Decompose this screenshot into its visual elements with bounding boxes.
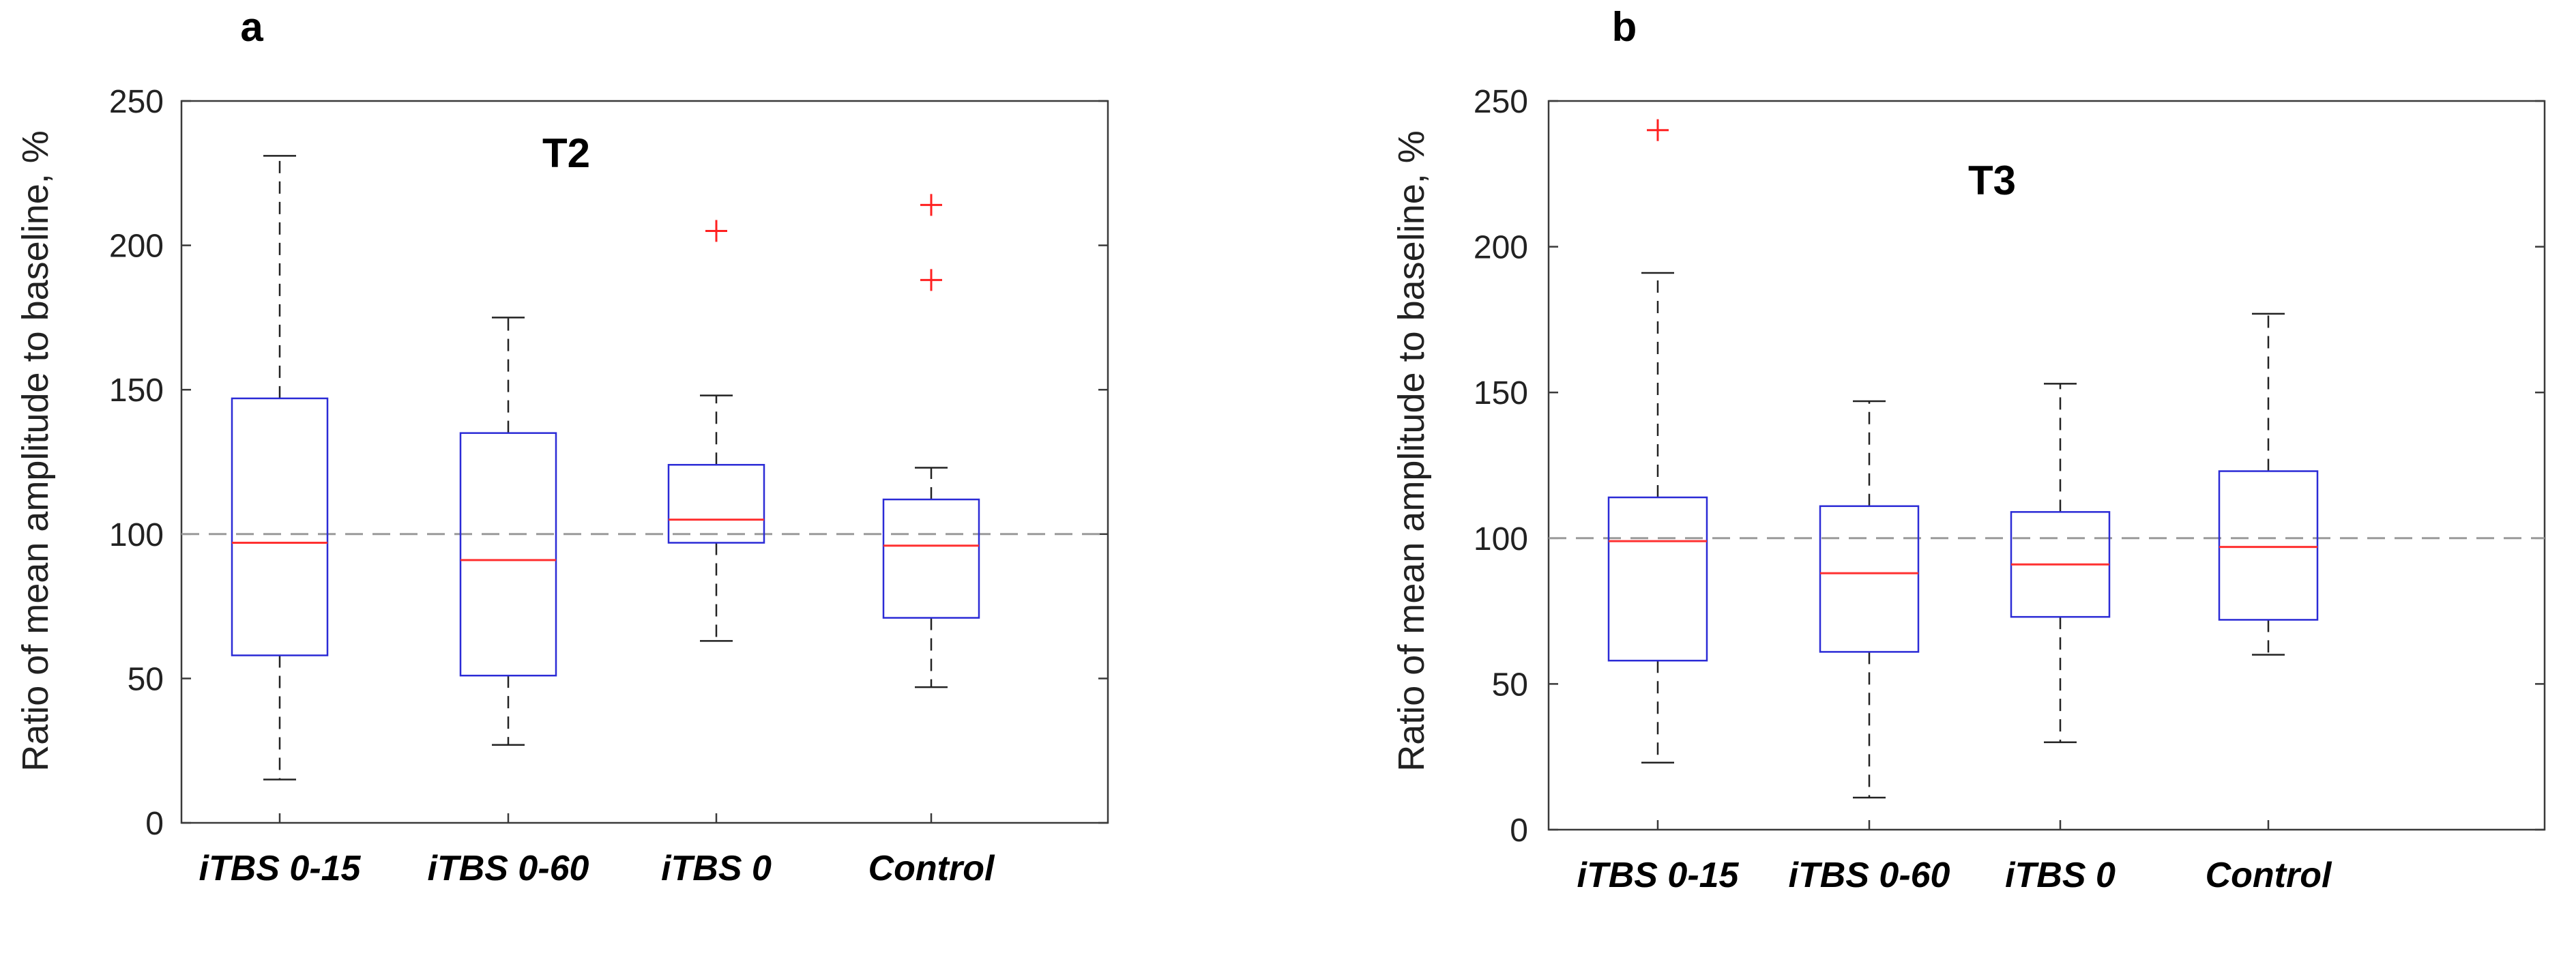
panel-b-x-axis: iTBS 0-15 iTBS 0-60 iTBS 0 Control: [1577, 820, 2332, 895]
panel-a-title: T2: [542, 130, 590, 176]
x-tick-label: Control: [868, 849, 995, 888]
interquartile-box: [231, 397, 329, 656]
y-tick-label: 200: [109, 229, 164, 265]
interquartile-box: [667, 463, 765, 544]
x-tick-label: iTBS 0-60: [1789, 856, 1950, 895]
y-tick-label: 250: [1474, 84, 1528, 120]
outlier-marker: [920, 194, 942, 216]
panel-a-y-axis: 0 50 100 150 200 250: [109, 84, 1108, 842]
boxplot-1: [459, 317, 557, 746]
boxplot-3: [2218, 312, 2319, 656]
y-tick-label: 100: [109, 517, 164, 553]
panel-b-plot-frame: [1547, 100, 2546, 831]
interquartile-box: [882, 498, 980, 619]
boxplot-0: [1607, 119, 1708, 763]
panel-a-plot-frame: [180, 100, 1109, 824]
y-tick-label: 250: [109, 84, 164, 120]
y-tick-label: 0: [145, 806, 164, 842]
interquartile-box: [1607, 496, 1708, 662]
interquartile-box: [1819, 505, 1920, 653]
panel-b-ylabel: Ratio of mean amplitude to baseline, %: [1391, 130, 1432, 772]
panel-b-letter: b: [1612, 4, 1637, 50]
boxplot-2: [2010, 383, 2111, 744]
panel-a-boxplots: [181, 155, 1108, 781]
boxplot-3: [882, 194, 980, 688]
y-tick-label: 100: [1474, 521, 1528, 557]
panel-b-title: T3: [1968, 158, 2016, 203]
y-tick-label: 50: [128, 661, 164, 697]
y-tick-label: 200: [1474, 230, 1528, 266]
panel-a-letter: a: [240, 4, 263, 50]
x-tick-label: iTBS 0-15: [199, 849, 362, 888]
y-tick-label: 150: [109, 373, 164, 409]
panel-a: a Ratio of mean amplitude to baseline, %…: [15, 4, 1109, 888]
panel-a-ylabel: Ratio of mean amplitude to baseline, %: [15, 130, 56, 772]
y-tick-label: 150: [1474, 375, 1528, 411]
panel-b-y-axis: 0 50 100 150 200 250: [1474, 84, 2545, 849]
outlier-marker: [920, 269, 942, 291]
x-tick-label: iTBS 0-60: [428, 849, 589, 888]
outlier-marker: [1647, 119, 1669, 141]
y-tick-label: 0: [1510, 813, 1528, 849]
interquartile-box: [2218, 470, 2319, 621]
boxplot-0: [231, 155, 329, 781]
interquartile-box: [459, 432, 557, 677]
outlier-marker: [705, 220, 727, 242]
x-tick-label: iTBS 0: [661, 849, 772, 888]
panel-b: b Ratio of mean amplitude to baseline, %…: [1391, 4, 2546, 895]
x-tick-label: iTBS 0-15: [1577, 856, 1740, 895]
panel-a-x-axis: iTBS 0-15 iTBS 0-60 iTBS 0 Control: [199, 813, 995, 888]
panel-b-boxplots: [1549, 119, 2545, 799]
x-tick-label: Control: [2206, 856, 2332, 895]
y-tick-label: 50: [1492, 667, 1528, 703]
boxplot-1: [1819, 400, 1920, 799]
boxplot-2: [667, 220, 765, 642]
x-tick-label: iTBS 0: [2005, 856, 2116, 895]
